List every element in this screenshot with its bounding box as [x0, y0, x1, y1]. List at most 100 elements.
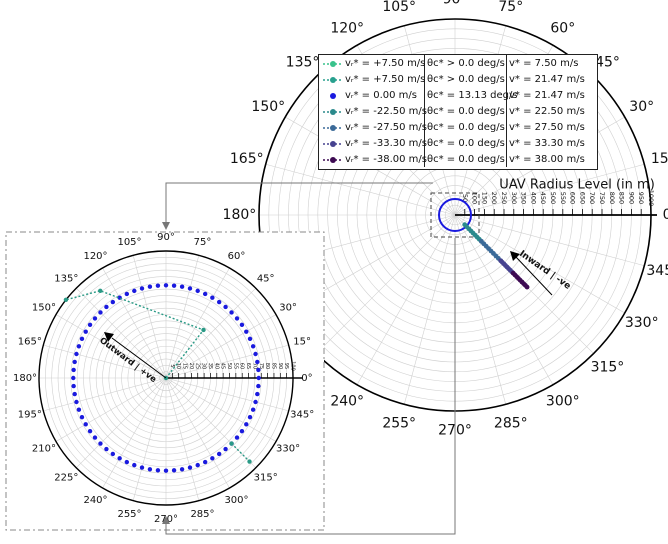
inset-data-point — [195, 462, 200, 468]
inset-radial-tick-label: 80 — [264, 363, 270, 369]
outward-arrow-line — [111, 337, 167, 379]
inset-data-point — [253, 399, 258, 405]
inset-data-point — [92, 435, 98, 440]
inset-data-point — [98, 441, 103, 446]
connector-bottom-arrow — [162, 516, 170, 524]
inset-data-point — [92, 316, 98, 321]
inset-data-point — [239, 322, 245, 328]
legend-marker — [330, 93, 336, 99]
main-angle-label: 75° — [498, 0, 523, 15]
inset-angular-gridline — [55, 314, 167, 379]
legend-row: vᵣ* = +7.50 m/s θᴄ* > 0.0 deg/s v* = 21.… — [319, 73, 599, 87]
connector-top — [165, 182, 433, 222]
legend-rate: θᴄ* > 0.0 deg/s — [427, 74, 505, 85]
main-radial-tick-label: 750 — [598, 192, 606, 204]
legend-total: v* = 38.00 m/s — [509, 154, 585, 165]
inset-data-point — [229, 441, 234, 446]
inset-data-point — [72, 359, 77, 365]
legend-total: v* = 21.47 m/s — [509, 74, 585, 85]
inset-data-point — [210, 456, 215, 461]
inset-data-point — [98, 288, 103, 293]
legend-speed: vᵣ* = -27.50 m/s — [345, 122, 427, 133]
inset-data-point — [155, 468, 161, 473]
legend-marker — [323, 141, 343, 147]
inset-data-point — [72, 391, 77, 397]
inset-data-point — [247, 459, 252, 464]
inset-data-point — [234, 435, 240, 440]
main-angle-label: 315° — [591, 359, 625, 375]
inset-angular-gridline — [165, 287, 257, 379]
legend-speed: vᵣ* = 0.00 m/s — [345, 90, 418, 101]
main-angle-label: 60° — [550, 20, 575, 36]
inset-angle-label: 180° — [13, 373, 37, 384]
inset-angular-gridline — [43, 344, 167, 379]
inset-radial-tick-label: 10 — [175, 363, 181, 369]
legend-marker — [323, 125, 343, 131]
legend-rate: θᴄ* = 0.0 deg/s — [427, 154, 505, 165]
legend-divider — [506, 55, 507, 167]
inset-data-point — [104, 446, 109, 452]
inset-radial-tick-label: 15 — [182, 363, 188, 369]
inset-data-point — [195, 288, 200, 294]
main-angular-gridline — [454, 214, 625, 314]
main-radial-tick-label: 350 — [520, 192, 528, 204]
inset-data-point — [202, 291, 208, 297]
main-angular-gridline — [403, 214, 456, 405]
inward-arrow-line — [515, 256, 553, 296]
main-radial-tick-label: 850 — [618, 192, 626, 204]
inset-data-point — [87, 428, 93, 434]
inset-data-point — [132, 288, 137, 294]
inset-radial-tick-label: 90 — [277, 363, 283, 369]
main-radial-tick-label: 600 — [569, 192, 577, 204]
main-angle-label: 165° — [230, 151, 264, 167]
inset-angular-gridline — [55, 377, 167, 442]
main-angle-label: 255° — [382, 415, 416, 431]
inset-data-point — [74, 399, 79, 405]
inset-radial-tick-label: 75 — [258, 363, 264, 369]
inset-data-point — [171, 283, 177, 288]
main-angle-label: 330° — [625, 315, 659, 331]
inset-data-point — [187, 286, 193, 291]
legend: vᵣ* = +7.50 m/s θᴄ* > 0.0 deg/s v* = 7.5… — [318, 54, 598, 170]
inset-angular-gridline — [165, 377, 289, 412]
inset-angle-label: 60° — [228, 251, 246, 262]
inset-series-line — [65, 290, 205, 379]
inset-data-point — [71, 375, 76, 381]
main-radial-tick-label: 700 — [588, 192, 596, 204]
main-angle-label: 45° — [595, 55, 620, 71]
main-radial-tick-label: 150 — [480, 192, 488, 204]
inset-data-point — [71, 383, 76, 389]
inset-data-point — [139, 465, 145, 470]
main-angle-label: 105° — [382, 0, 416, 15]
inset-angle-label: 135° — [54, 273, 78, 284]
inset-data-point — [76, 407, 82, 412]
inset-angle-label: 15° — [293, 337, 311, 348]
inset-radial-tick-label: 55 — [232, 363, 238, 369]
inset-data-point — [98, 310, 103, 315]
inset-angle-label: 120° — [83, 251, 107, 262]
inset-data-point — [247, 336, 253, 342]
inset-radial-tick-label: 95 — [283, 363, 289, 369]
inset-angle-label: 195° — [18, 409, 42, 420]
inset-data-point — [250, 407, 256, 412]
inset-data-point — [256, 375, 261, 381]
inset-data-point — [179, 467, 185, 472]
inset-radial-tick-label: 85 — [270, 363, 276, 369]
legend-row: vᵣ* = -22.50 m/s θᴄ* = 0.0 deg/s v* = 22… — [319, 105, 599, 119]
inset-angular-gridline — [165, 344, 289, 379]
main-data-point — [524, 284, 530, 290]
inset-angular-gridline — [165, 267, 230, 379]
main-radial-tick-label: 100 — [471, 192, 479, 204]
inset-radial-tick-label: 50 — [226, 363, 232, 369]
legend-marker — [323, 61, 343, 67]
inset-data-point — [255, 359, 260, 365]
inset-data-point — [63, 297, 69, 303]
inset-data-point — [83, 329, 88, 334]
inset-data-point — [201, 327, 206, 333]
legend-marker — [323, 157, 343, 163]
main-radial-tick-label: 1000 — [647, 190, 655, 207]
inset-data-point — [239, 428, 245, 434]
inset-data-point — [250, 344, 256, 349]
inset-angular-gridline — [165, 377, 230, 489]
inset-angle-label: 210° — [32, 443, 56, 454]
